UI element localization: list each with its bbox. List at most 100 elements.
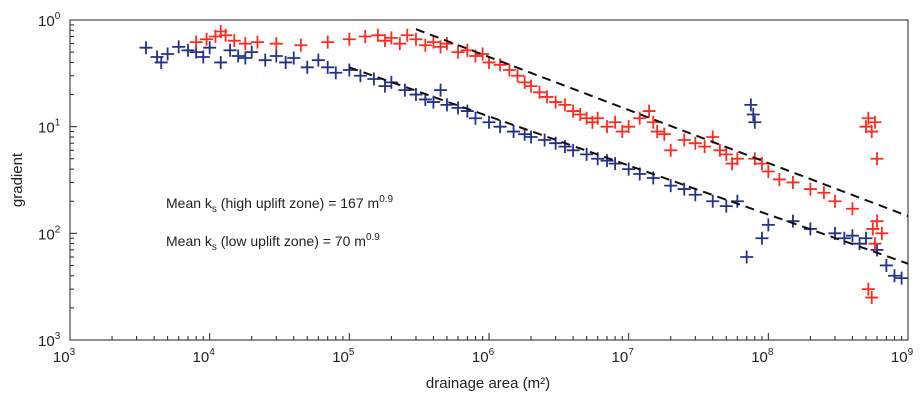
data-point	[608, 157, 622, 171]
data-point	[231, 49, 245, 63]
data-point	[698, 140, 712, 154]
data-point	[746, 108, 760, 122]
x-tick-label: 104	[193, 347, 216, 366]
data-point	[502, 63, 516, 77]
data-point	[719, 147, 733, 161]
data-point	[139, 41, 153, 55]
data-point	[646, 115, 660, 129]
data-point	[393, 37, 407, 51]
data-point	[426, 35, 440, 49]
y-tick-base: 10	[38, 13, 55, 30]
annotation-low-uplift: Mean ks (low uplift zone) = 70 m0.9	[166, 232, 380, 253]
x-tick-base: 10	[53, 349, 70, 366]
data-point	[868, 237, 882, 251]
data-point	[451, 45, 465, 59]
data-point	[418, 92, 432, 106]
data-point	[600, 154, 614, 168]
data-point	[287, 51, 301, 65]
data-point	[688, 136, 702, 150]
y-tick-exp: 2	[55, 224, 61, 235]
data-point	[321, 60, 335, 74]
data-point	[845, 202, 859, 216]
data-point	[870, 243, 884, 257]
y-axis-title: gradient	[9, 152, 26, 207]
y-axis-title-text: gradient	[9, 152, 26, 207]
data-point	[837, 231, 851, 245]
data-point	[664, 143, 678, 157]
data-point	[865, 125, 879, 139]
data-point	[859, 231, 873, 245]
data-point	[677, 182, 691, 196]
x-tick-base: 10	[891, 349, 908, 366]
data-point	[482, 55, 496, 69]
x-axis-title: drainage area (m²)	[426, 375, 550, 392]
data-point	[300, 60, 314, 74]
y-tick-exp: 0	[55, 11, 61, 22]
trend-line	[415, 28, 909, 218]
data-point	[400, 28, 414, 42]
data-point	[540, 90, 554, 104]
data-point	[468, 111, 482, 125]
x-tick-exp: 4	[209, 347, 215, 358]
x-tick-exp: 3	[70, 347, 76, 358]
data-point	[600, 120, 614, 134]
data-point	[434, 83, 448, 97]
data-point	[493, 58, 507, 72]
data-point	[511, 69, 525, 83]
data-point	[371, 28, 385, 42]
x-tick-base: 10	[193, 349, 210, 366]
data-point	[865, 291, 879, 305]
data-point	[786, 175, 800, 189]
data-point	[476, 47, 490, 61]
data-point	[748, 115, 762, 129]
trend-lines	[349, 28, 909, 265]
data-point	[279, 55, 293, 69]
y-tick-exp: 1	[55, 118, 61, 129]
data-point	[650, 125, 664, 139]
x-tick-exp: 9	[908, 347, 914, 358]
data-point	[761, 218, 775, 232]
data-point	[879, 258, 893, 272]
data-series	[139, 25, 909, 305]
data-point	[482, 115, 496, 129]
x-tick-label: 106	[472, 347, 495, 366]
data-point	[154, 55, 168, 69]
data-point	[172, 40, 186, 54]
data-point	[853, 237, 867, 251]
data-point	[440, 98, 454, 112]
x-tick-exp: 5	[349, 347, 355, 358]
data-point	[384, 75, 398, 89]
annotation-high-prefix: Mean k	[166, 195, 213, 211]
data-point	[358, 30, 372, 44]
data-point	[866, 222, 880, 236]
y-tick-base: 10	[38, 226, 55, 243]
data-point	[591, 111, 605, 125]
data-point	[895, 271, 909, 285]
data-point	[524, 130, 538, 144]
data-point	[181, 43, 195, 57]
y-tick-base: 10	[38, 333, 55, 350]
annotation-low-sup: 0.9	[366, 232, 380, 243]
data-point	[730, 152, 744, 166]
data-point	[580, 147, 594, 161]
series-low-uplift	[139, 40, 909, 285]
data-point	[214, 55, 228, 69]
data-point	[384, 31, 398, 45]
data-point	[868, 115, 882, 129]
x-axis: 103 104 105 106 107 108 109	[53, 333, 914, 366]
data-point	[250, 35, 264, 49]
data-point	[558, 98, 572, 112]
data-point	[861, 282, 875, 296]
data-point	[657, 127, 671, 141]
data-point	[367, 72, 381, 86]
data-point	[633, 111, 647, 125]
annotation-low-prefix: Mean k	[166, 233, 213, 249]
x-tick-base: 10	[612, 349, 629, 366]
data-point	[664, 179, 678, 193]
data-point	[189, 35, 203, 49]
data-point	[870, 214, 884, 228]
data-point	[887, 269, 901, 283]
data-point	[227, 34, 241, 48]
